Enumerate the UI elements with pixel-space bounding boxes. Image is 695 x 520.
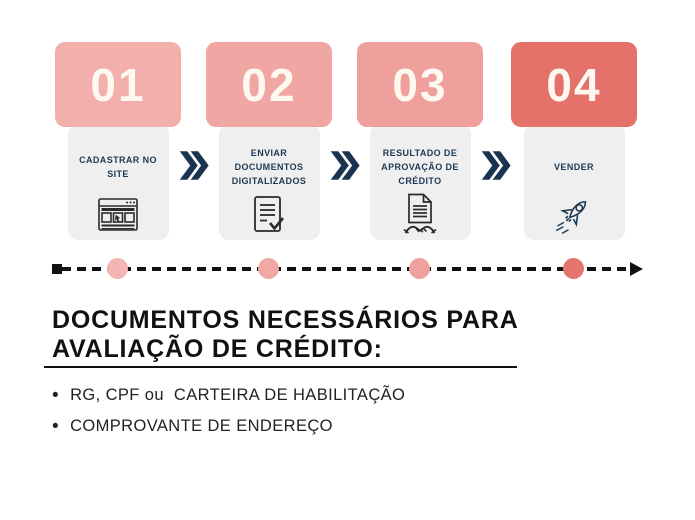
timeline-dot-2 [258,258,279,279]
chevron-right-icon [330,149,360,182]
step-3-label: RESULTADO DE APROVAÇÃO DE CRÉDITO [381,148,459,186]
bullet-icon: • [52,416,60,437]
step-3: 03 RESULTADO DE APROVAÇÃO DE CRÉDITO [357,42,483,240]
bullet-icon: • [52,385,60,406]
timeline-dot-4 [563,258,584,279]
step-1-number-badge: 01 [55,42,181,127]
step-4: 04 VENDER [511,42,637,240]
chevron-right-icon [179,149,209,182]
timeline-dot-3 [409,258,430,279]
document-handshake-icon [402,193,438,237]
timeline-arrowhead-icon [630,262,643,276]
step-4-number-badge: 04 [511,42,637,127]
step-4-number: 04 [546,58,602,111]
section-heading: DOCUMENTOS NECESSÁRIOS PARA AVALIAÇÃO DE… [52,306,518,363]
step-2: 02 ENVIAR DOCUMENTOS DIGITALIZADOS [206,42,332,240]
list-item: • COMPROVANTE DE ENDEREÇO [52,411,405,442]
step-4-card: VENDER [523,124,625,240]
step-2-label: ENVIAR DOCUMENTOS DIGITALIZADOS [231,148,307,186]
step-3-number-badge: 03 [357,42,483,127]
step-2-number-badge: 02 [206,42,332,127]
step-2-card: ENVIAR DOCUMENTOS DIGITALIZADOS [218,124,320,240]
timeline-dot-1 [107,258,128,279]
list-item-text: RG, CPF ou CARTEIRA DE HABILITAÇÃO [70,386,406,404]
chevron-right-icon [481,149,511,182]
step-1-number: 01 [90,58,146,111]
step-3-card: RESULTADO DE APROVAÇÃO DE CRÉDITO [369,124,471,240]
browser-window-icon [98,193,138,237]
step-1-card: CADASTRAR NO SITE [67,124,169,240]
list-item: • RG, CPF ou CARTEIRA DE HABILITAÇÃO [52,380,405,411]
timeline-dashed-line [62,267,632,271]
document-check-icon [251,193,287,237]
step-1: 01 CADASTRAR NO SITE [55,42,181,240]
heading-underline [44,366,517,368]
step-1-label: CADASTRAR NO SITE [79,155,157,179]
step-3-number: 03 [392,58,448,111]
timeline-start-square [52,264,62,274]
documents-list: • RG, CPF ou CARTEIRA DE HABILITAÇÃO • C… [52,380,405,442]
step-4-label: VENDER [554,162,594,173]
list-item-text: COMPROVANTE DE ENDEREÇO [70,417,333,435]
step-2-number: 02 [241,58,297,111]
rocket-icon [551,193,597,237]
